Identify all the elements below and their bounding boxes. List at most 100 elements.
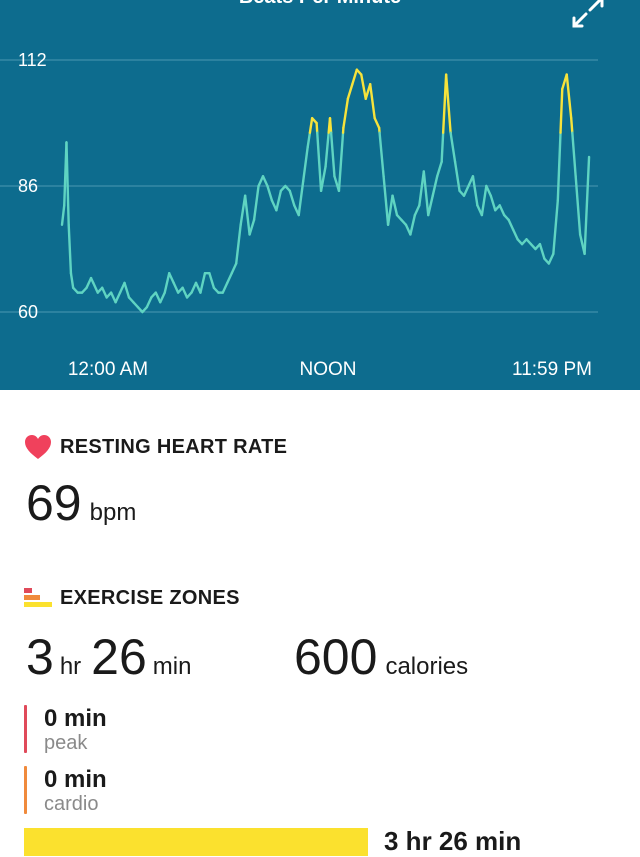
heart-rate-line-segment xyxy=(464,186,468,196)
heart-rate-line-segment xyxy=(393,196,397,215)
resting-heart-rate-header: RESTING HEART RATE xyxy=(24,432,287,462)
heart-icon xyxy=(24,434,52,460)
heart-rate-line-segment xyxy=(192,283,196,293)
heart-rate-line-segment-high xyxy=(317,123,318,133)
y-tick-label: 86 xyxy=(18,176,38,196)
zone-cardio-value: 0 min xyxy=(44,766,107,794)
heart-rate-line-segment-high xyxy=(352,70,356,85)
heart-rate-line-segment xyxy=(308,133,310,148)
calories-number: 600 xyxy=(294,632,377,682)
y-tick-label: 112 xyxy=(18,50,47,70)
heart-rate-line-segment xyxy=(558,133,561,201)
heart-rate-line-segment xyxy=(513,230,517,240)
heart-rate-line-segment xyxy=(331,133,334,177)
heart-rate-line-segment xyxy=(509,220,513,230)
heart-rate-line-segment xyxy=(116,293,120,303)
x-tick-label: 12:00 AM xyxy=(68,359,148,380)
heart-rate-line-segment xyxy=(303,147,307,181)
calories-unit: calories xyxy=(385,653,468,681)
duration-hours-unit: hr xyxy=(60,653,81,681)
heart-rate-line-segment xyxy=(62,205,64,224)
heart-rate-line-segment-high xyxy=(571,118,572,133)
heart-rate-line-segment xyxy=(549,254,553,264)
heart-rate-line-segment-high xyxy=(330,118,331,133)
heart-rate-line-segment xyxy=(160,293,164,303)
heart-rate-line-segment xyxy=(156,293,160,303)
heart-rate-line-segment xyxy=(125,283,129,298)
heart-rate-line-segment xyxy=(388,196,392,225)
zone-fat-burn-bar[interactable] xyxy=(24,828,368,856)
heart-rate-line-segment xyxy=(250,220,254,235)
heart-rate-line-segment xyxy=(380,133,384,177)
heart-rate-line-segment xyxy=(451,133,455,162)
heart-rate-line-segment xyxy=(572,133,575,177)
resting-heart-rate-heading: RESTING HEART RATE xyxy=(60,436,287,459)
heart-rate-line-segment xyxy=(290,191,294,206)
heart-rate-line-segment xyxy=(482,186,486,215)
exercise-zones-icon xyxy=(24,586,52,610)
heart-rate-line-segment xyxy=(232,264,236,274)
heart-rate-line-segment-high xyxy=(348,84,352,99)
heart-rate-line-segment xyxy=(200,273,204,292)
heart-rate-line-segment xyxy=(473,176,477,205)
heart-rate-line-segment xyxy=(209,273,213,288)
heart-rate-line-segment xyxy=(384,176,388,224)
zone-fat-burn-value: 3 hr 26 min xyxy=(384,826,521,857)
zone-peak-name: peak xyxy=(44,732,87,755)
heart-rate-line-segment xyxy=(317,133,321,191)
heart-rate-line-segment xyxy=(236,225,240,264)
heart-rate-line-segment xyxy=(321,167,325,191)
heart-rate-line-segment-high xyxy=(343,99,347,128)
exercise-duration: 3 hr 26 min xyxy=(26,632,201,682)
exercise-zones-header: EXERCISE ZONES xyxy=(24,583,240,613)
heart-rate-line-segment-high xyxy=(370,84,374,118)
duration-minutes-unit: min xyxy=(153,653,192,681)
x-tick-label: 11:59 PM xyxy=(512,359,592,380)
resting-heart-rate-value: 69 bpm xyxy=(26,478,136,528)
resting-bpm-unit: bpm xyxy=(90,499,137,527)
heart-rate-line-segment xyxy=(339,133,343,191)
heart-rate-line-segment xyxy=(576,176,580,234)
heart-rate-line-segment xyxy=(500,205,504,215)
heart-rate-line-segment-high xyxy=(561,89,563,133)
heart-rate-line-segment xyxy=(491,196,495,211)
heart-rate-line-segment xyxy=(223,283,227,293)
heart-rate-line-segment xyxy=(69,225,71,273)
heart-rate-line-segment xyxy=(486,186,490,196)
heart-rate-line-segment xyxy=(437,162,441,177)
exercise-zones-heading: EXERCISE ZONES xyxy=(60,587,240,610)
resting-bpm-number: 69 xyxy=(26,478,82,528)
heart-rate-line-segment xyxy=(276,191,280,210)
heart-rate-line-segment xyxy=(326,133,329,167)
duration-minutes: 26 xyxy=(91,632,147,682)
heart-rate-line-segment xyxy=(424,171,428,215)
heart-rate-line-segment-high xyxy=(361,75,365,99)
heart-rate-line-segment xyxy=(87,278,91,288)
heart-rate-line-segment-high xyxy=(310,118,312,133)
heart-rate-line-segment-high xyxy=(446,75,450,133)
heart-rate-line-segment xyxy=(259,176,263,186)
heart-rate-line-segment-high xyxy=(375,118,379,128)
heart-rate-line-segment xyxy=(227,273,231,283)
heart-rate-line-segment xyxy=(183,288,187,298)
exercise-calories: 600 calories xyxy=(294,632,468,682)
heart-rate-line-segment xyxy=(71,273,73,288)
heart-rate-line-segment xyxy=(169,273,173,283)
y-tick-label: 60 xyxy=(18,302,38,322)
heart-rate-line-segment xyxy=(442,133,443,162)
heart-rate-line-segment xyxy=(174,283,178,293)
heart-rate-line-segment xyxy=(540,244,544,259)
heart-rate-line-segment-high xyxy=(567,75,571,119)
heart-rate-line-segment xyxy=(245,196,249,235)
heart-rate-line-segment xyxy=(102,288,106,298)
heart-rate-line-segment xyxy=(267,186,271,201)
heart-rate-line-segment xyxy=(410,215,414,234)
zone-cardio-bar xyxy=(24,766,27,814)
zone-cardio-name: cardio xyxy=(44,793,98,816)
heart-rate-line-segment xyxy=(254,186,258,220)
zone-peak-value: 0 min xyxy=(44,705,107,733)
heart-rate-line-segment xyxy=(111,293,115,303)
heart-rate-line-segment xyxy=(553,201,557,254)
